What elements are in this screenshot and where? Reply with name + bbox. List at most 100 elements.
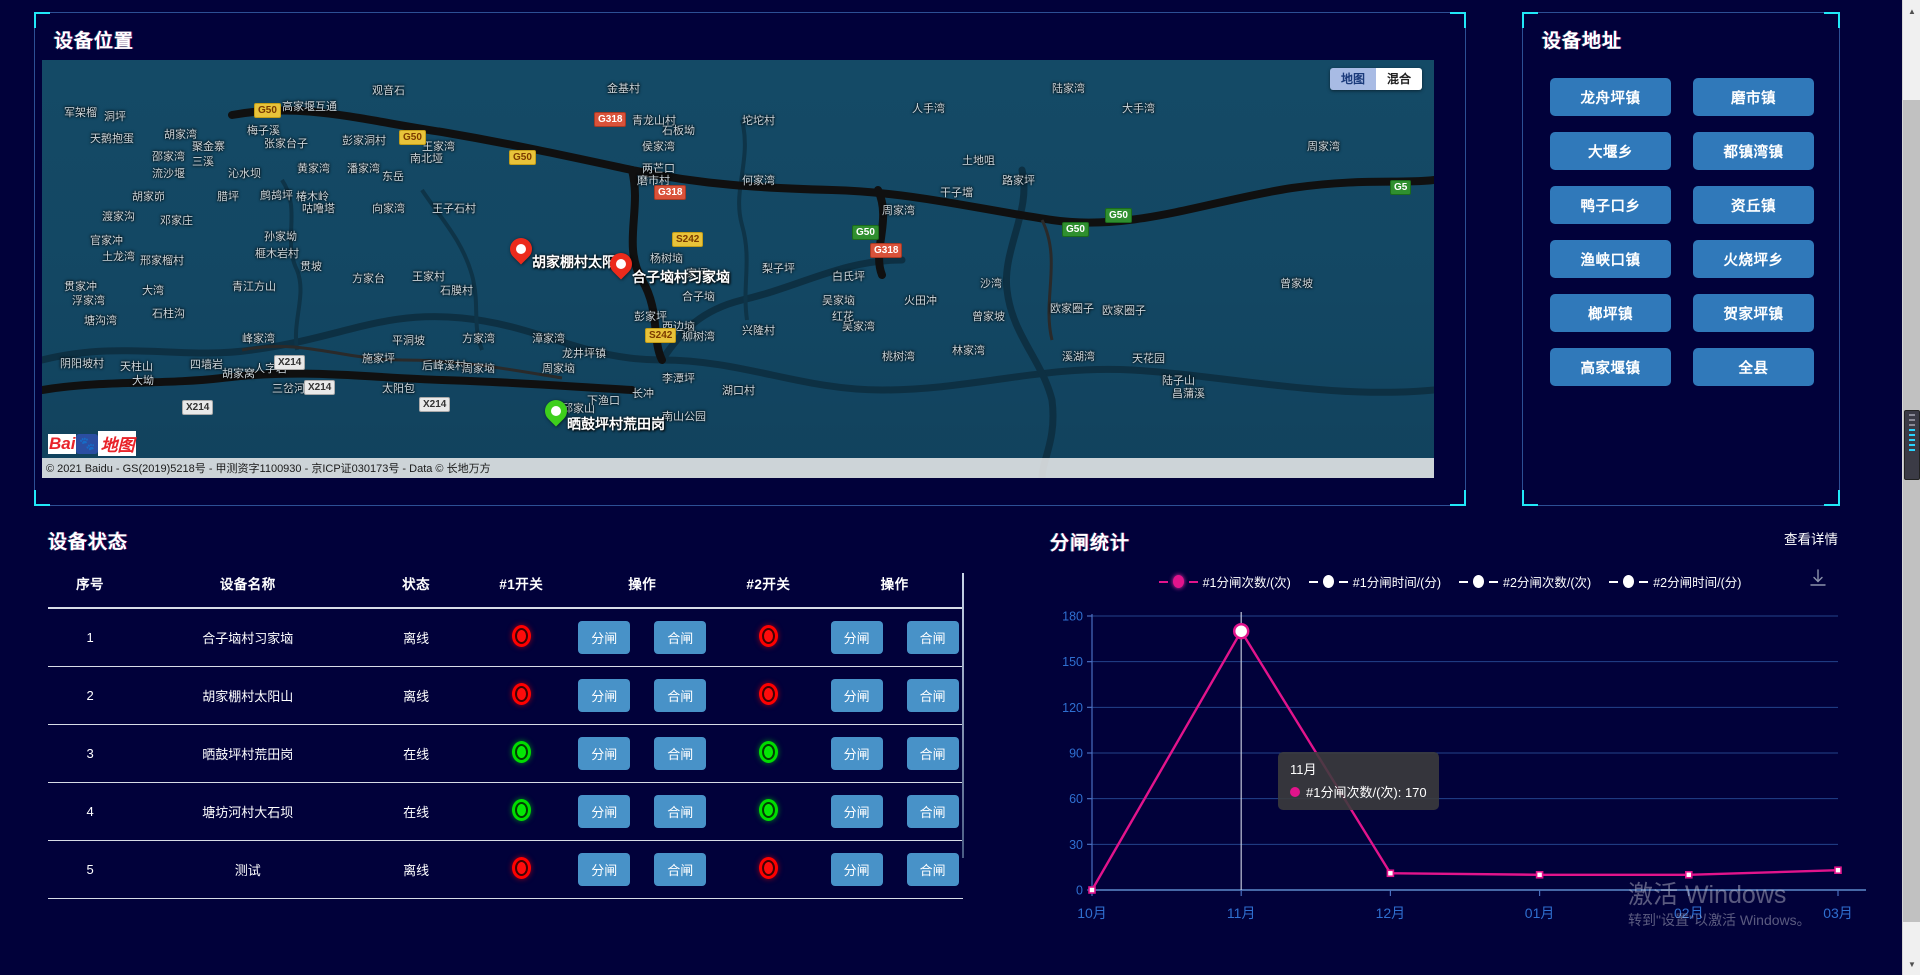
map-type-control[interactable]: 地图 混合 [1329,68,1422,90]
map-marker[interactable]: 晒鼓坪村荒田岗 [540,395,665,432]
download-icon[interactable] [1808,568,1828,588]
table-column-header: 状态 [402,577,431,592]
map-place-label: 周家湾 [882,205,915,217]
scrollbar-down-arrow-icon[interactable]: ▼ [1908,959,1916,969]
close-switch-button-sw1[interactable]: 合闸 [654,795,707,828]
device-location-panel: 设备位置 [34,12,1466,506]
close-switch-button-sw1[interactable]: 合闸 [654,737,707,770]
road-shield-icon: G50 [254,103,281,118]
map-place-label: 曾家坡 [1280,278,1313,290]
table-body: 1 合子垴村习家垴 离线 分闸 合闸 分闸 合闸 2 胡家棚村太阳山 离线 分闸 合闸 分闸 合闸 3 晒鼓坪… [48,608,963,899]
open-switch-button-sw1[interactable]: 分闸 [578,621,631,654]
page-title-device-status: 设备状态 [48,532,129,553]
led-green-icon [511,799,531,821]
close-switch-button-sw2[interactable]: 合闸 [906,621,959,654]
open-switch-button-sw1[interactable]: 分闸 [578,679,631,712]
x-axis-tick: 03月 [1823,905,1853,921]
address-button-10[interactable]: 贺家坪镇 [1693,294,1814,332]
row-index: 2 [86,688,94,703]
chart-legend[interactable]: #1分闸次数/(次) #1分闸时间/(分) #2分闸次数/(次) #2分闸时间/(分) [1100,572,1800,591]
legend-item-3[interactable]: #2分闸次数/(次) [1459,572,1591,591]
baidu-map[interactable]: 高家堰互通 观音石 军架榴 洞坪 天鹅抱蛋 胡家湾 梅子溪 聚金寨 张家台子 彭家洞村 王家湾 三溪流… [42,60,1434,478]
switch-sw2-indicator [711,667,827,725]
switch-sw2-indicator [711,841,827,899]
map-place-label: 红花 [832,311,854,323]
open-switch-button-sw2[interactable]: 分闸 [830,737,883,770]
legend-label: #1分闸时间/(分) [1352,576,1441,590]
close-switch-button-sw2[interactable]: 合闸 [906,853,959,886]
page-scrollbar[interactable]: ▲ ▼ [1902,0,1920,975]
scrollbar-thumb[interactable] [1904,410,1920,480]
open-switch-button-sw1[interactable]: 分闸 [578,737,631,770]
map-marker[interactable]: 合子垴村习家垴 [605,248,730,285]
address-button-2[interactable]: 磨市镇 [1693,78,1814,116]
close-switch-button-sw2[interactable]: 合闸 [906,795,959,828]
map-place-label: 观音石 [372,85,405,97]
open-switch-button-sw1[interactable]: 分闸 [578,795,631,828]
map-attribution: © 2021 Baidu - GS(2019)5218号 - 甲测资字11009… [42,458,1434,478]
address-button-6[interactable]: 资丘镇 [1693,186,1814,224]
x-axis-tick: 11月 [1227,905,1256,921]
map-marker[interactable]: 胡家棚村太阳山 [505,233,630,270]
map-place-label: 聚金寨 [192,141,225,153]
led-green-icon [758,799,778,821]
operations-sw2: 分闸 合闸 [826,783,963,841]
map-place-label: 路家坪 [1002,175,1035,187]
open-switch-button-sw2[interactable]: 分闸 [830,621,883,654]
map-place-label: 长冲 [632,388,654,400]
close-switch-button-sw1[interactable]: 合闸 [654,621,707,654]
close-switch-button-sw1[interactable]: 合闸 [654,853,707,886]
address-button-8[interactable]: 火烧坪乡 [1693,240,1814,278]
map-place-label: 邵家湾 [152,151,185,163]
page-title-device-location: 设备位置 [54,31,135,52]
open-switch-button-sw1[interactable]: 分闸 [578,853,631,886]
switch-sw1-indicator [469,667,574,725]
address-button-3[interactable]: 大堰乡 [1550,132,1671,170]
y-axis-tick: 180 [1062,610,1083,624]
address-button-1[interactable]: 龙舟坪镇 [1550,78,1671,116]
map-place-label: 胡家峁 [132,191,165,203]
map-place-label: 溪湖湾 [1062,351,1095,363]
scrollbar-up-arrow-icon[interactable]: ▲ [1908,6,1916,16]
close-switch-button-sw2[interactable]: 合闸 [906,679,959,712]
address-button-11[interactable]: 高家堰镇 [1550,348,1671,386]
map-place-label: 干子壋 [940,187,973,199]
legend-item-2[interactable]: #1分闸时间/(分) [1308,572,1441,591]
map-marker-label: 胡家棚村太阳山 [532,254,630,270]
open-switch-button-sw2[interactable]: 分闸 [830,679,883,712]
map-place-label: 施家坪 [362,353,395,365]
address-button-4[interactable]: 都镇湾镇 [1693,132,1814,170]
map-place-label: 青龙山村 [632,115,676,127]
address-button-12[interactable]: 全县 [1693,348,1814,386]
view-details-link[interactable]: 查看详情 [1784,532,1838,547]
device-name: 胡家棚村太阳山 [202,689,294,704]
address-button-9[interactable]: 榔坪镇 [1550,294,1671,332]
map-place-label: 王家湾 [422,141,455,153]
address-button-7[interactable]: 渔峡口镇 [1550,240,1671,278]
table-row: 1 合子垴村习家垴 离线 分闸 合闸 分闸 合闸 [48,608,963,667]
road-shield-icon: X214 [419,397,451,412]
map-place-label: 贯家冲 [64,281,97,293]
map-place-label: 桃树湾 [882,351,915,363]
map-place-label: 天花园 [1132,353,1165,365]
scrollbar-track[interactable] [1903,100,1920,922]
map-type-hybrid-button[interactable]: 混合 [1375,68,1422,90]
device-state: 离线 [403,689,430,704]
map-place-label: 太阳包 [382,383,415,395]
legend-item-4[interactable]: #2分闸时间/(分) [1609,572,1741,591]
address-button-5[interactable]: 鸭子口乡 [1550,186,1671,224]
legend-line-icon [1609,580,1619,583]
open-switch-button-sw2[interactable]: 分闸 [830,795,883,828]
switch-statistics-chart[interactable]: 0 30 60 90 120 150 180 10月 11月 12月 01月 02月 03月 [1040,600,1870,960]
close-switch-button-sw2[interactable]: 合闸 [906,737,959,770]
panel-edge-left [34,28,35,490]
close-switch-button-sw1[interactable]: 合闸 [654,679,707,712]
map-type-map-button[interactable]: 地图 [1329,68,1376,90]
table-scroll-divider[interactable] [962,573,964,858]
legend-item-1[interactable]: #1分闸次数/(次) [1158,572,1291,591]
map-place-label: 沁水坝 [228,168,261,180]
map-place-label: 浮家湾 [72,295,105,307]
map-place-label: 军架榴 [64,107,97,119]
open-switch-button-sw2[interactable]: 分闸 [830,853,883,886]
table-row: 2 胡家棚村太阳山 离线 分闸 合闸 分闸 合闸 [48,667,963,725]
